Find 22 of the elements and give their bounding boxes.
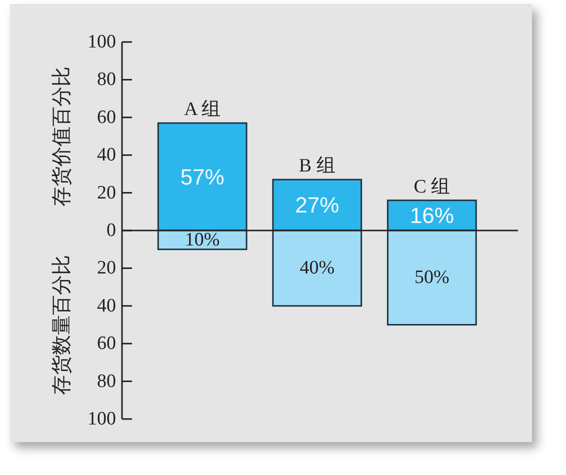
data-label: 50% [414,267,450,288]
y-tick-label: 20 [97,258,116,279]
x-tick-label: A 组 [184,99,221,120]
y-tick-label: 20 [97,182,116,204]
data-label: 57% [180,164,224,190]
y-tick-label: 40 [97,295,116,316]
data-label: 40% [300,258,335,279]
y-axis-title: 存货价值百分比 [51,66,73,206]
y-tick-label: 100 [88,408,116,430]
y-tick-label: 80 [97,370,116,392]
y-axis-title: 存货数量百分比 [51,254,73,395]
y-tick-label: 0 [106,220,116,241]
y-tick-label: 100 [88,32,116,52]
x-tick-label: C 组 [414,176,450,198]
y-tick-label: 80 [97,69,116,90]
y-tick-label: 40 [97,144,116,166]
data-label: 16% [410,202,454,228]
y-tick-label: 60 [97,106,116,128]
y-tick-label: 60 [97,333,116,354]
x-tick-label: B 组 [298,156,336,177]
data-label: 10% [184,229,220,250]
data-label: 27% [295,192,340,218]
